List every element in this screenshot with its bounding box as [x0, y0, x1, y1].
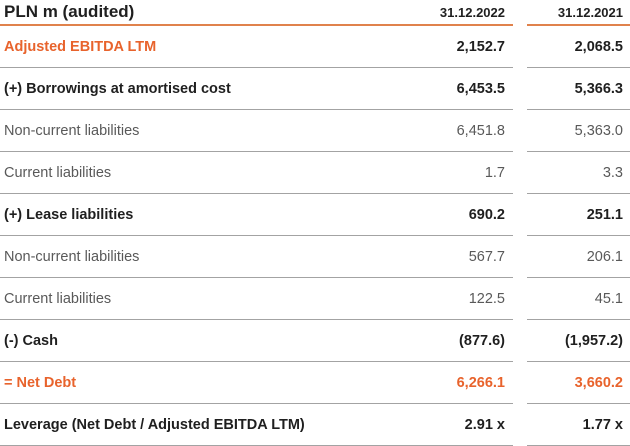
- table-row-adjusted-ebitda: Adjusted EBITDA LTM 2,152.7 2,068.5: [0, 26, 630, 68]
- row-label: Current liabilities: [4, 164, 112, 181]
- row-value-2022: 6,453.5: [456, 80, 505, 97]
- column-header-2022: 31.12.2022: [439, 4, 505, 20]
- row-value-2021: 251.1: [527, 194, 630, 236]
- table-row-net-debt: = Net Debt 6,266.1 3,660.2: [0, 362, 630, 404]
- table-row-cash: (-) Cash (877.6) (1,957.2): [0, 320, 630, 362]
- row-label: = Net Debt: [4, 374, 77, 391]
- table-row-lease-current: Current liabilities 122.5 45.1: [0, 278, 630, 320]
- column-gap: [513, 0, 527, 26]
- row-label: (-) Cash: [4, 332, 58, 349]
- header-left-group: PLN m (audited) 31.12.2022: [0, 0, 513, 26]
- row-label: (+) Lease liabilities: [4, 206, 134, 223]
- column-gap: [513, 152, 527, 194]
- row-value-2021: 5,366.3: [527, 68, 630, 110]
- row-label: Leverage (Net Debt / Adjusted EBITDA LTM…: [4, 416, 305, 433]
- column-gap: [513, 404, 527, 446]
- row-label: Adjusted EBITDA LTM: [4, 38, 157, 55]
- row-value-2021: 5,363.0: [527, 110, 630, 152]
- row-label: Current liabilities: [4, 290, 112, 307]
- row-value-2022: 122.5: [468, 290, 505, 307]
- row-value-2021: 45.1: [527, 278, 630, 320]
- column-gap: [513, 26, 527, 68]
- row-label: (+) Borrowings at amortised cost: [4, 80, 231, 97]
- table-row-borrowings: (+) Borrowings at amortised cost 6,453.5…: [0, 68, 630, 110]
- row-value-2022: (877.6): [459, 332, 505, 349]
- row-value-2022: 2,152.7: [456, 38, 505, 55]
- column-header-2021: 31.12.2021: [527, 0, 630, 26]
- row-value-2022: 2.91 x: [464, 416, 505, 433]
- column-gap: [513, 236, 527, 278]
- row-value-2022: 6,451.8: [456, 122, 505, 139]
- row-value-2021: (1,957.2): [527, 320, 630, 362]
- column-gap: [513, 362, 527, 404]
- table-row-borrowings-current: Current liabilities 1.7 3.3: [0, 152, 630, 194]
- row-label: Non-current liabilities: [4, 248, 140, 265]
- table-header-row: PLN m (audited) 31.12.2022 31.12.2021: [0, 0, 630, 26]
- row-label: Non-current liabilities: [4, 122, 140, 139]
- column-gap: [513, 194, 527, 236]
- row-value-2022: 1.7: [484, 164, 505, 181]
- row-value-2022: 567.7: [468, 248, 505, 265]
- table-row-lease-noncurrent: Non-current liabilities 567.7 206.1: [0, 236, 630, 278]
- column-gap: [513, 68, 527, 110]
- row-value-2022: 690.2: [468, 206, 505, 223]
- row-value-2021: 206.1: [527, 236, 630, 278]
- row-value-2021: 1.77 x: [527, 404, 630, 446]
- row-value-2021: 3.3: [527, 152, 630, 194]
- column-gap: [513, 278, 527, 320]
- row-value-2022: 6,266.1: [456, 374, 505, 391]
- column-gap: [513, 320, 527, 362]
- row-value-2021: 2,068.5: [527, 26, 630, 68]
- table-row-leverage: Leverage (Net Debt / Adjusted EBITDA LTM…: [0, 404, 630, 446]
- row-value-2021: 3,660.2: [527, 362, 630, 404]
- table-title: PLN m (audited): [4, 2, 135, 21]
- column-gap: [513, 110, 527, 152]
- table-row-borrowings-noncurrent: Non-current liabilities 6,451.8 5,363.0: [0, 110, 630, 152]
- table-row-lease-liabilities: (+) Lease liabilities 690.2 251.1: [0, 194, 630, 236]
